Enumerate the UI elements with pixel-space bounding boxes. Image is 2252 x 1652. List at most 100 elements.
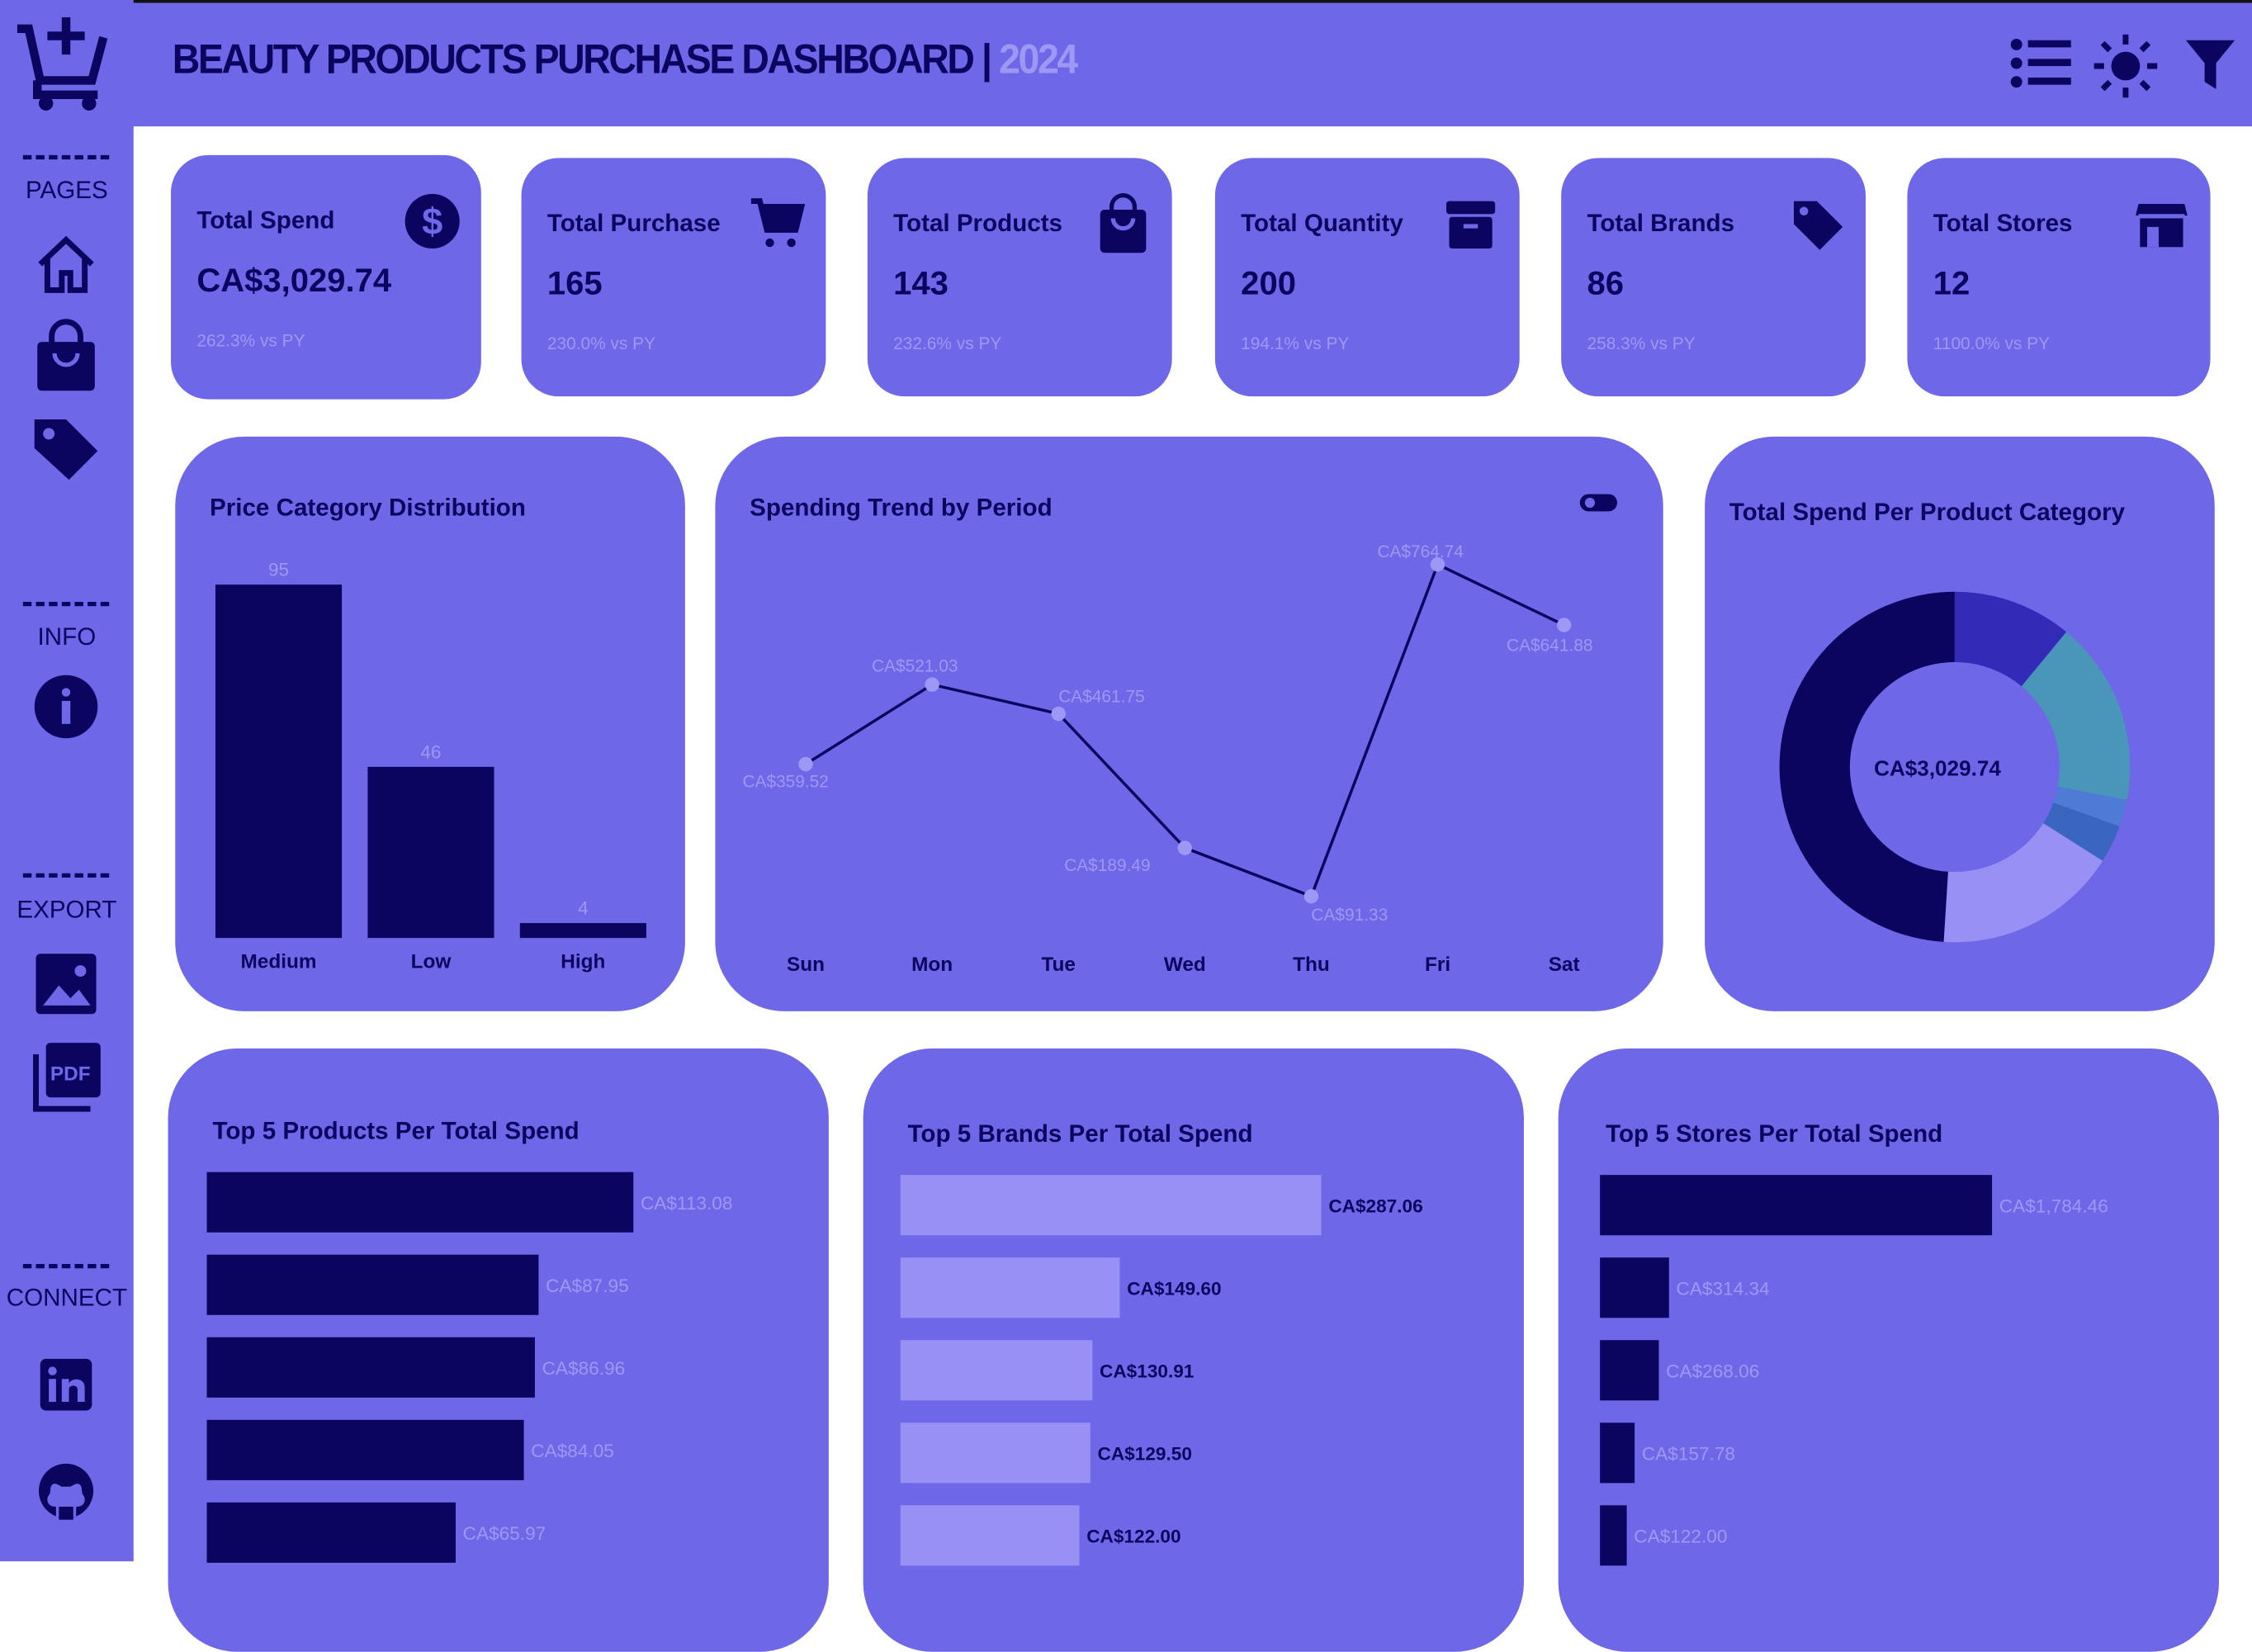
bar [206,1172,634,1233]
kpi-value: 200 [1241,264,1296,302]
bar [206,1254,539,1315]
top-stores-panel: Top 5 Stores Per Total Spend [1558,1048,2219,1652]
data-point [1177,840,1193,855]
kpi-label: Total Products [893,210,1063,238]
home-icon[interactable] [35,233,98,296]
divider [22,873,110,878]
donut-slice [1954,591,2067,687]
kpi-card-4: Total Brands 86 258.3% vs PY [1561,158,1866,397]
data-label: CA$359.52 [742,772,828,791]
kpi-label: Total Purchase [546,210,721,238]
donut-slice [2053,786,2127,826]
section-label-export: EXPORT [17,896,117,924]
chart-title: Top 5 Stores Per Total Spend [1606,1120,1943,1148]
divider [22,1264,110,1269]
bar-value-label: CA$157.78 [1642,1444,1735,1465]
cart-plus-icon[interactable] [14,14,109,111]
bar [900,1340,1093,1401]
section-label-connect: CONNECT [6,1284,128,1312]
kpi-change: 262.3% vs PY [196,330,305,351]
data-point [1430,557,1445,572]
section-label-info: INFO [37,623,97,651]
shopping-bag-icon[interactable] [35,319,98,391]
bar-value-label: CA$130.91 [1100,1361,1194,1381]
linkedin-icon[interactable] [40,1358,92,1411]
donut-slice [2043,802,2120,861]
bar-value-label: CA$122.00 [1634,1527,1727,1547]
cart-icon [750,198,806,248]
bar-value-label: CA$1,784.46 [1999,1195,2108,1216]
divider [22,601,110,607]
donut-slice [1943,823,2103,943]
title-text: BEAUTY PRODUCTS PURCHASE DASHBOARD | [172,37,992,83]
filter-icon[interactable] [2185,40,2235,89]
x-tick-label: Mon [911,954,953,976]
svg-text:PDF: PDF [50,1063,91,1085]
data-point [1051,706,1066,722]
x-tick-label: Fri [1425,954,1450,976]
bar-value-label: CA$268.06 [1666,1361,1759,1381]
kpi-label: Total Spend [196,206,335,234]
bar [206,1502,456,1563]
bar [206,1337,535,1398]
data-label: CA$91.33 [1311,906,1388,925]
bar [900,1257,1120,1318]
x-tick-label: High [561,951,605,973]
divider [22,154,110,160]
kpi-value: 12 [1933,264,1970,302]
sidebar [0,0,134,1562]
kpi-change: 230.0% vs PY [546,333,656,353]
shopping-bag-icon [1100,193,1147,253]
bar [900,1422,1091,1484]
data-point [798,756,813,772]
bar [519,923,646,939]
bar-value-label: CA$65.97 [463,1523,546,1544]
kpi-label: Total Brands [1587,210,1735,238]
kpi-change: 258.3% vs PY [1587,333,1696,353]
sun-icon[interactable] [2094,34,2158,98]
chart-title: Top 5 Brands Per Total Spend [907,1120,1253,1148]
list-icon[interactable] [2010,37,2071,89]
header-bar [0,0,2252,127]
x-tick-label: Tue [1041,954,1075,976]
x-tick-label: Sun [787,954,825,976]
tag-icon [1794,201,1843,250]
page-title: BEAUTY PRODUCTS PURCHASE DASHBOARD | 202… [172,37,1078,84]
bar-value-label: CA$113.08 [641,1193,732,1214]
svg-text:$: $ [422,201,442,243]
toggle-icon[interactable] [1579,494,1618,512]
bar-value-label: 4 [578,898,589,919]
spending-trend-panel: Spending Trend by Period [715,436,1663,1011]
kpi-change: 232.6% vs PY [893,333,1002,353]
kpi-value: 86 [1587,264,1625,302]
tag-icon[interactable] [31,417,101,483]
data-point [925,677,939,692]
bar-value-label: 95 [268,560,289,580]
bar [367,766,494,939]
kpi-value: 143 [893,264,949,302]
bar-value-label: CA$129.50 [1098,1444,1192,1465]
image-icon[interactable] [35,954,97,1015]
kpi-change: 1100.0% vs PY [1933,333,2050,353]
data-label: CA$189.49 [1064,856,1150,875]
pdf-icon[interactable]: PDF [31,1043,103,1112]
x-tick-label: Medium [241,951,317,973]
kpi-value: 165 [546,264,603,302]
store-icon [2136,204,2188,248]
bar-value-label: CA$84.05 [531,1441,614,1461]
bar-value-label: CA$314.34 [1677,1278,1770,1299]
bar-value-label: CA$149.60 [1127,1278,1221,1299]
x-tick-label: Thu [1293,954,1330,976]
title-year: 2024 [999,37,1078,83]
donut-slice [1779,591,1955,942]
github-icon[interactable] [37,1462,95,1520]
x-tick-label: Low [411,951,452,973]
bar [1600,1340,1659,1401]
x-tick-label: Sat [1549,954,1580,976]
kpi-card-0: Total Spend $ CA$3,029.74 262.3% vs PY [171,154,481,400]
info-icon[interactable] [34,675,98,739]
donut-slice [2021,632,2131,800]
bar [900,1505,1080,1566]
chart-title: Total Spend Per Product Category [1729,498,2126,526]
bar-value-label: CA$122.00 [1086,1527,1180,1547]
